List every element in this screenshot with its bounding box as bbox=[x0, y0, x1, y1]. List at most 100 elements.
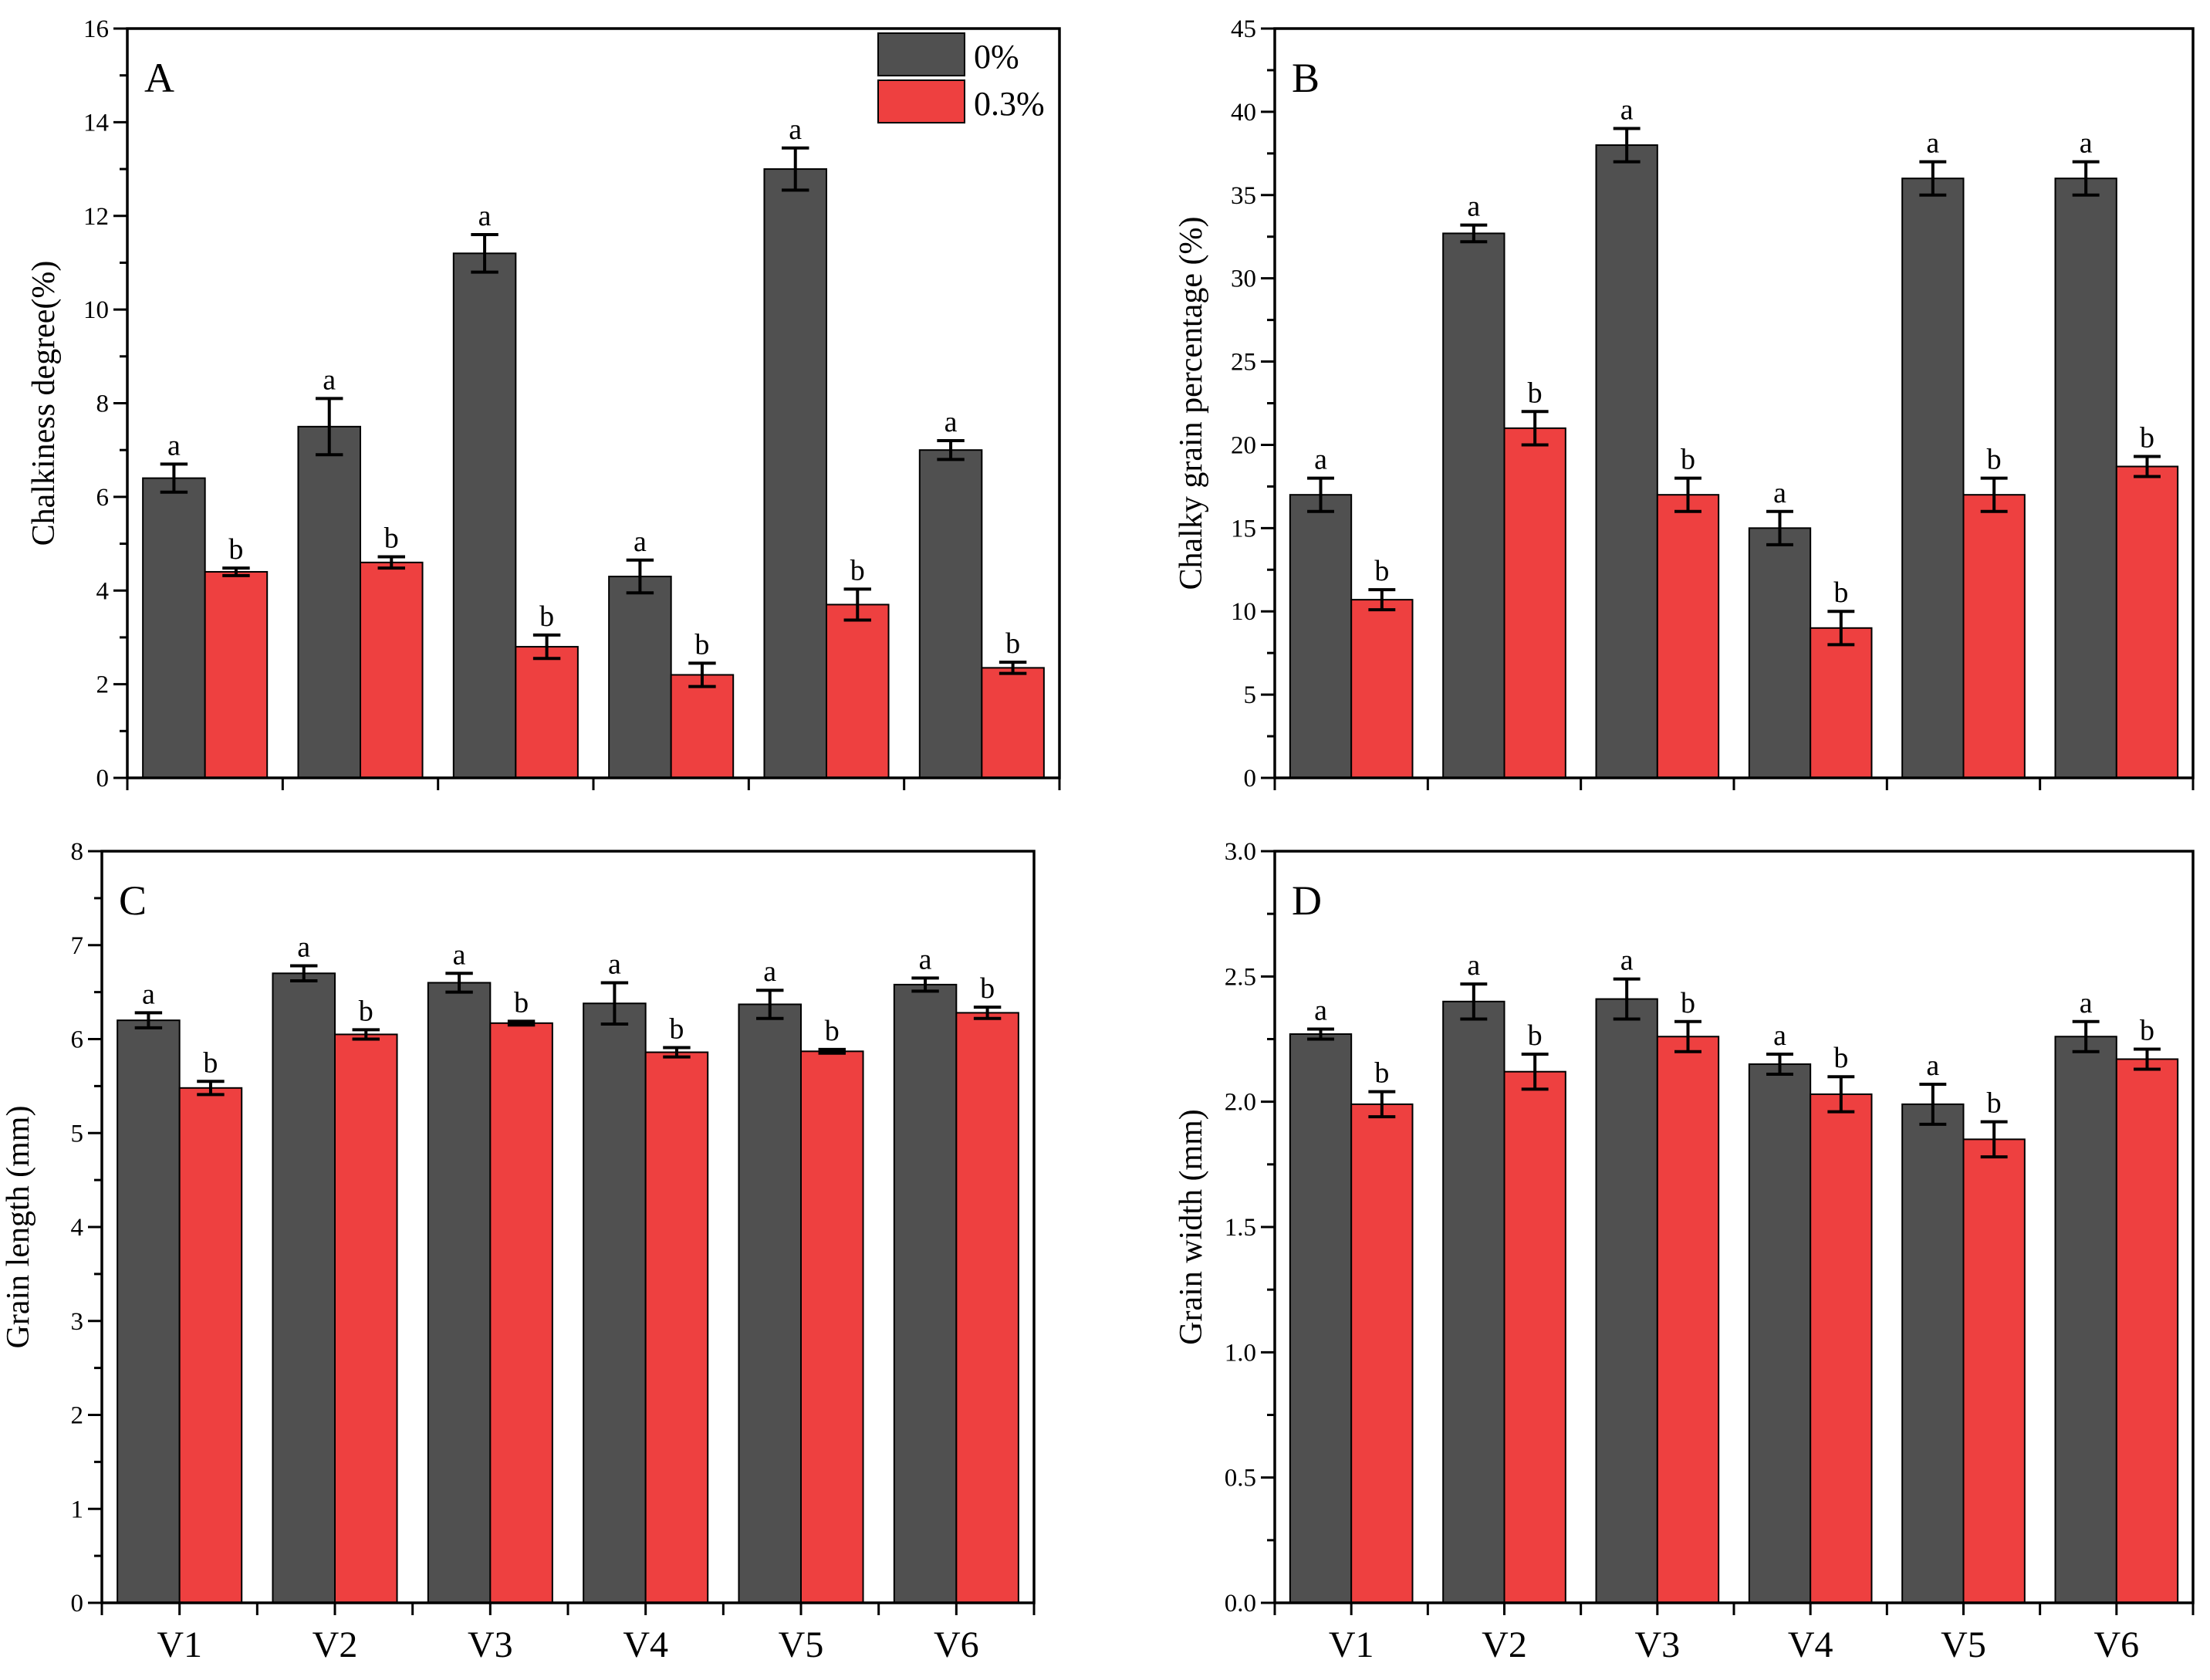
x-category-label: V2 bbox=[1482, 1624, 1527, 1665]
bar-a-v5-series1 bbox=[826, 603, 890, 779]
significance-letter: a bbox=[1620, 945, 1634, 977]
significance-letter: a bbox=[1926, 127, 1939, 160]
bar-b-v5-series1 bbox=[1962, 494, 2026, 779]
y-tick-label: 25 bbox=[1231, 349, 1256, 377]
bar-c-v5-series1 bbox=[800, 1050, 864, 1604]
bar-c-v6-series0 bbox=[893, 983, 958, 1604]
y-tick-label: 1 bbox=[71, 1496, 84, 1523]
y-tick-label: 0 bbox=[71, 1590, 84, 1617]
legend-label: 0.3% bbox=[974, 85, 1045, 123]
significance-letter: a bbox=[1620, 93, 1634, 126]
y-tick-label: 8 bbox=[96, 390, 110, 418]
y-axis-label: Grain length (mm) bbox=[1, 1106, 36, 1349]
y-axis-label: Chalkiness degree(%) bbox=[26, 261, 62, 546]
y-tick-label: 4 bbox=[96, 577, 110, 605]
bar-c-v5-series0 bbox=[738, 1003, 803, 1604]
significance-letter: a bbox=[634, 526, 647, 558]
bar-d-v3-series1 bbox=[1656, 1036, 1720, 1604]
bar-c-v3-series1 bbox=[489, 1022, 553, 1604]
legend: 0% 0.3% bbox=[877, 32, 1045, 123]
bar-d-v1-series0 bbox=[1289, 1033, 1353, 1604]
x-category-label: V4 bbox=[623, 1624, 668, 1665]
significance-letter: b bbox=[1681, 987, 1695, 1019]
bar-b-v1-series1 bbox=[1350, 599, 1414, 779]
significance-letter: b bbox=[1833, 1042, 1848, 1074]
significance-letter: a bbox=[763, 955, 776, 988]
bar-c-v2-series1 bbox=[334, 1033, 398, 1604]
y-tick-label: 6 bbox=[71, 1026, 84, 1054]
y-tick-label: 3 bbox=[71, 1308, 84, 1336]
y-tick-label: 5 bbox=[1244, 681, 1257, 709]
y-tick-label: 12 bbox=[83, 203, 109, 231]
y-tick-label: 0 bbox=[96, 765, 110, 793]
x-category-label: V3 bbox=[468, 1624, 513, 1665]
significance-letter: a bbox=[2080, 127, 2093, 160]
significance-letter: b bbox=[1987, 444, 2002, 476]
bar-d-v1-series1 bbox=[1350, 1103, 1414, 1604]
significance-letter: b bbox=[539, 600, 554, 633]
bar-a-v4-series0 bbox=[608, 576, 672, 779]
bar-b-v2-series0 bbox=[1442, 232, 1505, 779]
bar-c-v4-series0 bbox=[583, 1002, 647, 1604]
bar-b-v1-series0 bbox=[1289, 494, 1353, 779]
significance-letter: b bbox=[384, 522, 399, 555]
significance-letter: a bbox=[323, 363, 336, 396]
significance-letter: b bbox=[694, 628, 709, 661]
x-category-label: V2 bbox=[313, 1624, 358, 1665]
bar-b-v4-series0 bbox=[1748, 527, 1812, 779]
significance-letter: a bbox=[297, 931, 310, 964]
significance-letter: b bbox=[1374, 1057, 1389, 1090]
panel-letter: B bbox=[1292, 55, 1320, 101]
panel-letter: C bbox=[119, 877, 147, 924]
significance-letter: a bbox=[478, 200, 492, 232]
significance-letter: a bbox=[1467, 949, 1480, 982]
significance-letter: a bbox=[167, 429, 181, 461]
significance-letter: b bbox=[825, 1015, 840, 1047]
bar-d-v5-series0 bbox=[1901, 1103, 1965, 1604]
bar-a-v1-series1 bbox=[204, 570, 269, 779]
bar-b-v6-series1 bbox=[2115, 465, 2179, 779]
y-tick-label: 1.0 bbox=[1225, 1339, 1256, 1367]
x-category-label: V6 bbox=[2093, 1624, 2139, 1665]
y-tick-label: 8 bbox=[71, 838, 84, 866]
bar-c-v3-series0 bbox=[427, 982, 492, 1604]
bar-b-v3-series1 bbox=[1656, 494, 1720, 779]
significance-letter: a bbox=[142, 978, 155, 1010]
bar-d-v4-series0 bbox=[1748, 1063, 1812, 1604]
x-category-label: V5 bbox=[779, 1624, 824, 1665]
legend-label: 0% bbox=[974, 38, 1019, 76]
significance-letter: a bbox=[919, 943, 932, 975]
significance-letter: b bbox=[1681, 444, 1695, 476]
y-tick-label: 10 bbox=[83, 296, 109, 324]
bar-c-v6-series1 bbox=[955, 1012, 1019, 1604]
significance-letter: b bbox=[1005, 627, 1020, 660]
significance-letter: a bbox=[789, 113, 802, 146]
bar-a-v2-series1 bbox=[360, 561, 424, 779]
bar-d-v3-series0 bbox=[1595, 998, 1658, 1604]
bar-a-v3-series0 bbox=[452, 252, 517, 779]
y-tick-label: 2.0 bbox=[1225, 1089, 1256, 1117]
y-tick-label: 35 bbox=[1231, 182, 1256, 210]
significance-letter: a bbox=[2080, 987, 2093, 1019]
significance-letter: b bbox=[203, 1046, 218, 1079]
bar-a-v6-series1 bbox=[981, 667, 1045, 779]
bar-b-v2-series1 bbox=[1503, 427, 1566, 779]
y-tick-label: 3.0 bbox=[1225, 838, 1256, 866]
y-tick-label: 2 bbox=[71, 1402, 84, 1430]
bar-d-v2-series0 bbox=[1442, 1000, 1505, 1604]
bar-d-v5-series1 bbox=[1962, 1138, 2026, 1604]
bar-a-v3-series1 bbox=[515, 646, 579, 779]
significance-letter: a bbox=[944, 406, 958, 438]
x-category-label: V6 bbox=[934, 1624, 979, 1665]
y-tick-label: 5 bbox=[71, 1120, 84, 1148]
x-category-label: V5 bbox=[1941, 1624, 1986, 1665]
panel-letter: A bbox=[144, 55, 174, 101]
y-tick-label: 4 bbox=[71, 1214, 84, 1242]
significance-letter: a bbox=[1467, 191, 1480, 223]
y-tick-label: 0.5 bbox=[1225, 1465, 1256, 1492]
y-tick-label: 0.0 bbox=[1225, 1590, 1256, 1617]
y-axis-label: Chalky grain percentage (%) bbox=[1174, 217, 1209, 590]
y-axis-label: Grain width (mm) bbox=[1174, 1109, 1209, 1345]
significance-letter: b bbox=[228, 533, 243, 566]
